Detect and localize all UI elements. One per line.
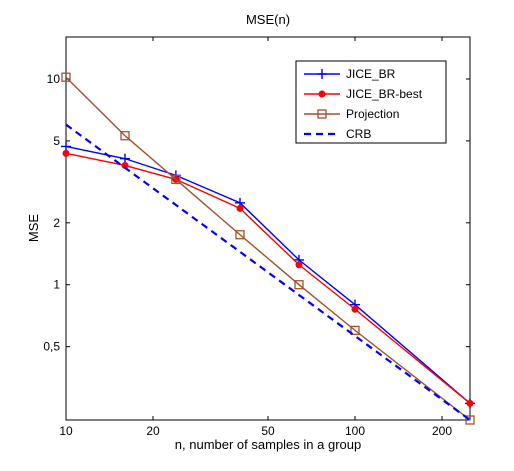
x-tick-label: 100 (345, 424, 365, 438)
y-tick-label: 10 (47, 72, 61, 86)
y-axis-title: MSE (26, 214, 41, 243)
legend-label: JICE_BR (346, 67, 396, 81)
y-tick-label: 0,5 (43, 340, 60, 354)
x-tick-label: 200 (432, 424, 452, 438)
legend: JICE_BR JICE_BR-best Projection CRB (295, 60, 447, 144)
series-1-marker (236, 204, 244, 212)
series-2-marker (350, 325, 360, 336)
y-tick-label: 1 (53, 278, 60, 292)
x-axis-title: n, number of samples in a group (175, 437, 361, 452)
series-2-marker (120, 131, 130, 141)
series-2-marker (61, 72, 71, 82)
legend-label: Projection (346, 107, 399, 121)
y-tick-label: 5 (53, 134, 60, 148)
series-1-marker (295, 261, 303, 269)
series-0-marker (317, 69, 327, 79)
series-1-marker (466, 399, 474, 407)
x-axis-ticks: 10 20 50 100 200 (59, 37, 452, 438)
series-1-marker (318, 90, 326, 98)
series-2-marker (317, 109, 327, 119)
y-axis-ticks: 0,5 1 2 5 10 (43, 72, 470, 354)
x-tick-label: 20 (146, 424, 160, 438)
x-tick-label: 50 (261, 424, 275, 438)
x-tick-label: 10 (59, 424, 73, 438)
series-1-marker (351, 305, 359, 313)
series-0-marker (61, 141, 71, 152)
series-2-marker (465, 415, 475, 425)
series-2-marker (294, 280, 304, 290)
legend-label: JICE_BR-best (346, 87, 423, 101)
legend-items: JICE_BR JICE_BR-best Projection CRB (304, 67, 423, 141)
series-layer (61, 72, 475, 425)
series-line-2 (65, 76, 471, 421)
y-tick-label: 2 (53, 216, 60, 230)
series-2-marker (235, 230, 245, 240)
chart-title: MSE(n) (246, 12, 290, 27)
legend-label: CRB (346, 127, 371, 141)
series-1-marker (62, 149, 70, 157)
series-2-marker (171, 174, 181, 185)
